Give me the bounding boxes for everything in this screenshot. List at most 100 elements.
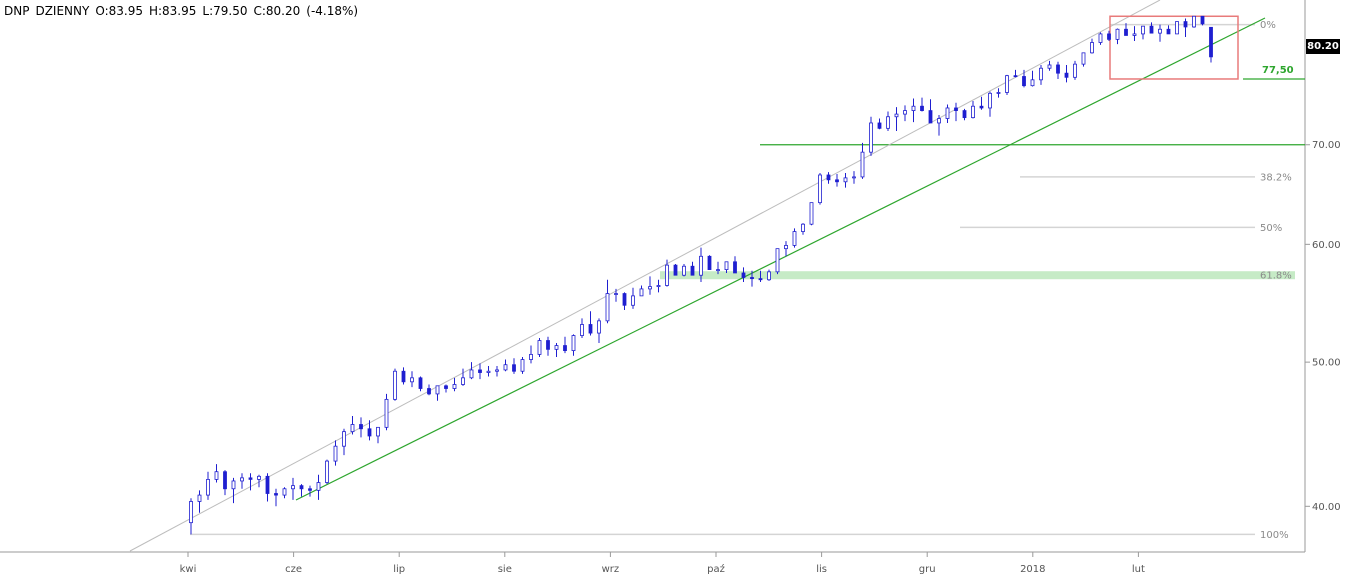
candle-body-48 <box>597 320 601 334</box>
candle-body-92 <box>971 105 975 119</box>
candle-body-114 <box>1158 28 1162 34</box>
candle-body-11 <box>282 488 287 496</box>
interval: DZIENNY <box>35 4 90 18</box>
candle-body-16 <box>325 460 329 483</box>
candle-body-56 <box>665 264 669 286</box>
candle-body-2 <box>206 479 210 496</box>
candle-body-108 <box>1107 33 1111 40</box>
candle-body-75 <box>826 174 831 181</box>
candle-body-27 <box>418 377 423 389</box>
candle-body-100 <box>1039 67 1043 81</box>
candle-body-84 <box>903 110 907 115</box>
candle-body-80 <box>869 122 873 153</box>
level-label-77-50: 77,50 <box>1262 65 1294 76</box>
candle-body-105 <box>1081 52 1086 65</box>
candle-body-65 <box>741 272 746 278</box>
candle-body-26 <box>410 377 414 383</box>
fib-zone-61-8 <box>660 271 1295 280</box>
candle-body-47 <box>588 324 593 334</box>
ticker: DNP <box>4 4 30 18</box>
candle-body-60 <box>699 255 703 276</box>
candle-body-101 <box>1047 64 1052 69</box>
change-value: (-4.18%) <box>306 4 359 18</box>
candle-body-77 <box>843 177 848 183</box>
candle-body-40 <box>529 354 533 360</box>
candle-body-37 <box>503 364 508 371</box>
candle-body-79 <box>860 151 865 178</box>
candle-body-4 <box>223 471 227 490</box>
candle-body-94 <box>988 92 992 109</box>
candle-body-45 <box>571 335 576 352</box>
candle-body-71 <box>792 231 797 246</box>
candle-body-58 <box>682 265 686 276</box>
candle-body-34 <box>478 369 482 373</box>
candle-body-66 <box>750 277 754 280</box>
candle-body-59 <box>690 265 695 276</box>
candle-body-31 <box>452 384 457 389</box>
candle-body-13 <box>299 485 304 490</box>
open-value: O:83.95 <box>95 4 143 18</box>
candle-body-110 <box>1124 28 1128 36</box>
candle-body-3 <box>214 471 219 480</box>
channel-line <box>129 0 1161 552</box>
candle-body-103 <box>1064 72 1069 78</box>
y-tick-label-3: 70.00 <box>1312 140 1341 151</box>
candle-body-95 <box>996 92 1001 94</box>
candle-body-87 <box>928 110 933 124</box>
fib-label-4: 100% <box>1260 530 1289 541</box>
candle-body-32 <box>461 377 465 385</box>
candle-body-35 <box>486 370 491 373</box>
candle-body-50 <box>614 293 618 295</box>
candle-body-0 <box>189 501 193 524</box>
candle-body-25 <box>401 370 406 383</box>
candle-body-62 <box>716 269 720 271</box>
candle-body-12 <box>291 485 295 490</box>
x-tick-label-9: lut <box>1132 564 1145 575</box>
candle-body-57 <box>673 264 678 276</box>
candle-body-88 <box>937 118 941 124</box>
candle-body-97 <box>1013 75 1018 78</box>
candle-body-43 <box>554 345 559 350</box>
candle-body-109 <box>1115 28 1120 40</box>
candle-body-29 <box>435 385 440 395</box>
candle-body-74 <box>818 174 822 204</box>
y-tick-label-0: 40.00 <box>1312 502 1341 513</box>
candle-body-78 <box>852 176 856 179</box>
chart-header: DNP DZIENNY O:83.95 H:83.95 L:79.50 C:80.20 (-… <box>4 4 364 18</box>
close-value: C:80.20 <box>253 4 301 18</box>
x-tick-label-1: cze <box>285 564 302 575</box>
candle-body-90 <box>954 107 958 111</box>
candle-body-118 <box>1192 15 1196 28</box>
y-tick-label-1: 50.00 <box>1312 358 1341 369</box>
candle-body-8 <box>257 475 261 480</box>
candle-body-52 <box>631 295 635 306</box>
candle-body-36 <box>495 369 499 372</box>
candle-body-69 <box>775 248 780 273</box>
candle-body-44 <box>563 345 567 352</box>
candle-body-15 <box>316 482 321 491</box>
x-tick-label-0: kwi <box>180 564 197 575</box>
candle-body-113 <box>1149 25 1154 34</box>
fib-label-1: 38.2% <box>1260 172 1292 183</box>
candle-body-21 <box>367 428 372 437</box>
candle-body-82 <box>886 116 890 129</box>
candle-body-49 <box>605 293 610 322</box>
candle-body-1 <box>197 494 202 502</box>
candle-body-9 <box>265 475 270 494</box>
candle-body-39 <box>520 359 525 372</box>
support-trendline <box>295 17 1266 501</box>
candle-body-24 <box>393 370 397 400</box>
candle-body-51 <box>622 293 627 306</box>
candle-body-99 <box>1030 79 1035 87</box>
x-tick-label-4: wrz <box>602 564 620 575</box>
candle-body-106 <box>1090 42 1094 54</box>
x-tick-label-8: 2018 <box>1020 564 1045 575</box>
candle-body-117 <box>1183 21 1188 28</box>
candle-body-72 <box>801 223 805 232</box>
candle-body-63 <box>724 261 729 270</box>
candle-body-22 <box>376 426 380 437</box>
x-tick-label-7: gru <box>919 564 936 575</box>
candle-body-5 <box>231 480 236 490</box>
candle-body-120 <box>1209 26 1213 58</box>
